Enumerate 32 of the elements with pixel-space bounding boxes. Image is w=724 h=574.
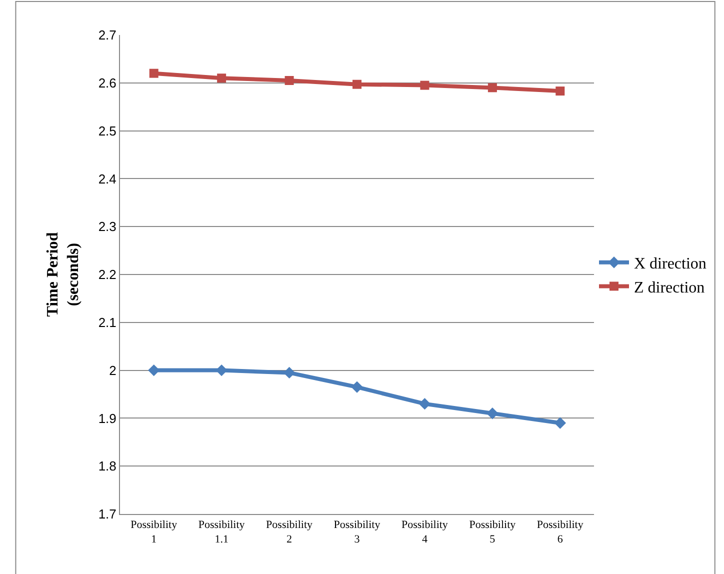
y-tick-label: 2.3 [98, 219, 116, 234]
x-tick-label: Possibility 6 [536, 519, 584, 546]
point [149, 68, 158, 78]
y-tick-label: 2 [109, 362, 116, 378]
point [351, 381, 363, 393]
x-tick-label: Possibility 4 [401, 519, 448, 546]
y-axis-title: Time Period (seconds) [44, 232, 82, 317]
x-tick-label: Possibility 1.1 [198, 519, 246, 546]
y-tick-label: 1.9 [98, 410, 116, 426]
legend-label: Z direction [634, 279, 705, 296]
point [418, 398, 431, 410]
y-tick-label: 2.7 [98, 28, 116, 43]
point [488, 83, 497, 92]
legend-label: X direction [634, 256, 706, 273]
y-tick-label: 2.4 [98, 171, 116, 186]
point [486, 408, 498, 420]
y-tick-label: 2.2 [98, 267, 116, 282]
point [284, 76, 294, 86]
x-tick-label: Possibility 3 [334, 519, 381, 546]
point [556, 86, 565, 96]
point [217, 74, 226, 83]
y-tick-label: 1.7 [98, 506, 116, 522]
point [554, 417, 566, 429]
y-tick-label: 2.6 [98, 75, 116, 90]
x-tick-label: Possibility 5 [469, 519, 516, 546]
y-tick-label: 1.8 [98, 458, 116, 474]
point [420, 80, 430, 90]
point [352, 80, 362, 89]
x-tick-label: Possibility 1 [130, 519, 178, 546]
y-tick-label: 2.1 [98, 314, 116, 330]
y-tick-label: 2.5 [98, 123, 116, 138]
x-tick-label: Possibility 2 [266, 519, 314, 546]
